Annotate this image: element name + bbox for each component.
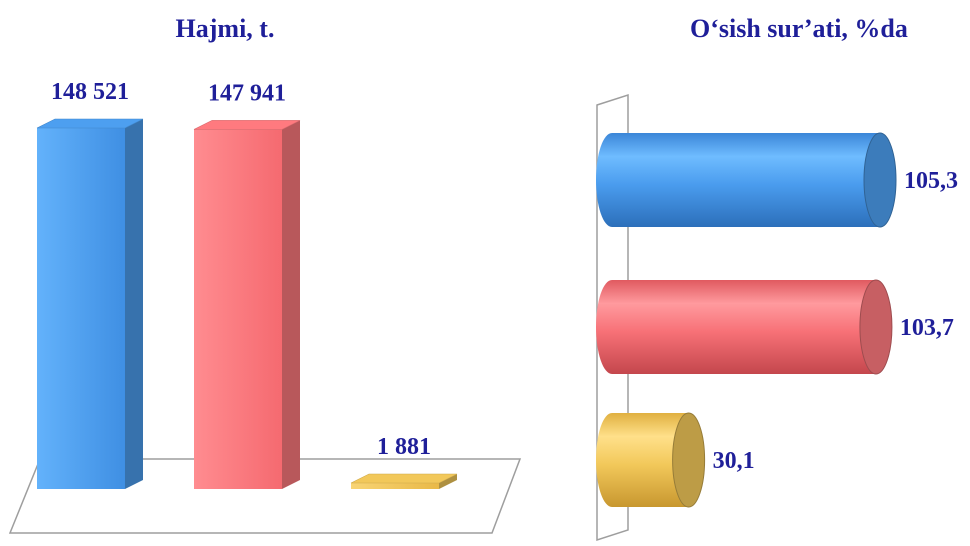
growth-bar [596,279,893,375]
growth-bar [596,412,706,508]
growth-bar [596,132,897,228]
growth-value-label: 30,1 [713,448,755,474]
growth-value-label: 103,7 [900,315,954,341]
volume-chart-title: Hajmi, t. [175,14,275,43]
volume-bar [36,118,144,489]
growth-chart-title: O‘sish sur’ati, %da [690,14,908,43]
growth-value-label: 105,3 [904,168,958,194]
volume-value-label: 1 881 [377,434,431,460]
volume-bar [193,120,301,490]
volume-value-label: 147 941 [208,80,286,106]
volume-value-label: 148 521 [51,79,129,105]
volume-bar [350,473,458,489]
